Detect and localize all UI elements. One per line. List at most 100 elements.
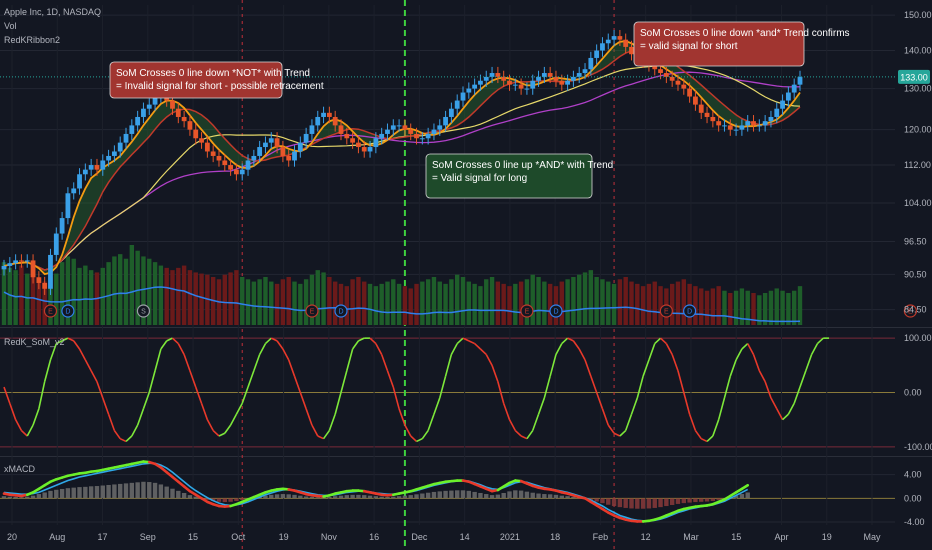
candle[interactable] bbox=[722, 119, 727, 132]
candle[interactable] bbox=[321, 106, 326, 124]
candle[interactable] bbox=[65, 187, 71, 225]
candle[interactable] bbox=[495, 66, 501, 84]
candle[interactable] bbox=[791, 78, 797, 99]
candle[interactable] bbox=[512, 78, 518, 91]
candle[interactable] bbox=[460, 86, 466, 107]
candle[interactable] bbox=[129, 119, 135, 141]
candle[interactable] bbox=[774, 102, 780, 124]
event-marker-E[interactable]: E bbox=[520, 304, 534, 318]
candle[interactable] bbox=[146, 98, 152, 115]
candle[interactable] bbox=[344, 127, 350, 145]
candle[interactable] bbox=[396, 119, 402, 132]
candle[interactable] bbox=[751, 115, 756, 132]
candle[interactable] bbox=[425, 127, 431, 145]
candle[interactable] bbox=[536, 70, 541, 87]
candle[interactable] bbox=[437, 119, 443, 136]
event-marker-D[interactable]: D bbox=[683, 304, 697, 318]
candle[interactable] bbox=[210, 145, 216, 163]
candle[interactable] bbox=[576, 66, 582, 84]
candle[interactable] bbox=[629, 40, 634, 61]
candle[interactable] bbox=[280, 140, 286, 163]
candle[interactable] bbox=[524, 82, 530, 95]
candle[interactable] bbox=[768, 110, 774, 128]
candle[interactable] bbox=[733, 123, 739, 136]
candle[interactable] bbox=[611, 29, 617, 46]
candle[interactable] bbox=[756, 119, 762, 132]
candle[interactable] bbox=[762, 115, 768, 132]
candle[interactable] bbox=[785, 86, 791, 107]
candle[interactable] bbox=[739, 119, 745, 136]
candle[interactable] bbox=[780, 94, 785, 115]
candle[interactable] bbox=[361, 140, 367, 158]
candle[interactable] bbox=[77, 168, 82, 195]
candle[interactable] bbox=[687, 82, 693, 103]
candle[interactable] bbox=[19, 254, 24, 268]
candle[interactable] bbox=[623, 33, 629, 54]
candle[interactable] bbox=[571, 70, 576, 87]
candle[interactable] bbox=[507, 74, 512, 91]
candle[interactable] bbox=[419, 132, 425, 145]
candle[interactable] bbox=[228, 158, 233, 176]
candle[interactable] bbox=[547, 66, 553, 84]
candle[interactable] bbox=[71, 182, 77, 200]
candle[interactable] bbox=[326, 106, 332, 124]
candle[interactable] bbox=[268, 132, 274, 149]
candle[interactable] bbox=[367, 140, 373, 158]
event-marker-E[interactable]: E bbox=[659, 304, 673, 318]
event-marker-D[interactable]: D bbox=[334, 304, 348, 318]
candle[interactable] bbox=[716, 115, 722, 132]
candle[interactable] bbox=[1, 259, 7, 276]
event-marker-S[interactable]: S bbox=[136, 304, 151, 318]
candle[interactable] bbox=[373, 132, 379, 154]
macd-panel[interactable] bbox=[1, 460, 750, 523]
candle[interactable] bbox=[13, 254, 19, 270]
candle[interactable] bbox=[483, 70, 489, 87]
candle[interactable] bbox=[141, 102, 146, 124]
som-panel[interactable] bbox=[3, 337, 830, 443]
candle[interactable] bbox=[454, 94, 460, 115]
candle[interactable] bbox=[530, 74, 536, 95]
event-marker-E[interactable]: E bbox=[43, 304, 58, 318]
candle[interactable] bbox=[448, 102, 454, 124]
candle[interactable] bbox=[309, 119, 315, 141]
candle[interactable] bbox=[274, 132, 280, 154]
candle[interactable] bbox=[123, 127, 129, 149]
event-marker-D[interactable]: D bbox=[549, 304, 563, 318]
candle[interactable] bbox=[7, 257, 13, 273]
candle[interactable] bbox=[338, 119, 344, 141]
candle[interactable] bbox=[42, 276, 48, 295]
event-marker-D[interactable]: D bbox=[61, 304, 75, 318]
candle[interactable] bbox=[286, 149, 292, 167]
candle[interactable] bbox=[24, 254, 30, 268]
candle[interactable] bbox=[245, 154, 251, 176]
candle[interactable] bbox=[350, 132, 356, 149]
candle[interactable] bbox=[414, 127, 419, 145]
candle[interactable] bbox=[669, 70, 675, 87]
candle[interactable] bbox=[100, 154, 106, 176]
candle[interactable] bbox=[53, 227, 59, 262]
candle[interactable] bbox=[292, 145, 297, 167]
candle[interactable] bbox=[106, 149, 111, 167]
candle[interactable] bbox=[216, 149, 222, 167]
candle[interactable] bbox=[175, 102, 181, 124]
candle[interactable] bbox=[222, 154, 228, 172]
candle[interactable] bbox=[553, 70, 559, 87]
candle[interactable] bbox=[797, 70, 803, 91]
candle[interactable] bbox=[501, 70, 507, 87]
candle[interactable] bbox=[117, 136, 123, 158]
candle[interactable] bbox=[315, 110, 321, 132]
candle[interactable] bbox=[36, 271, 42, 290]
candle[interactable] bbox=[257, 140, 263, 163]
candle[interactable] bbox=[472, 78, 478, 95]
candle[interactable] bbox=[297, 136, 303, 158]
candle[interactable] bbox=[681, 78, 687, 95]
candle[interactable] bbox=[594, 44, 600, 65]
candle[interactable] bbox=[193, 123, 199, 145]
candle[interactable] bbox=[332, 110, 338, 132]
candle[interactable] bbox=[385, 123, 390, 141]
candle[interactable] bbox=[234, 163, 239, 181]
candle[interactable] bbox=[239, 163, 245, 181]
candle[interactable] bbox=[489, 66, 495, 84]
candle[interactable] bbox=[605, 33, 611, 50]
candle[interactable] bbox=[88, 158, 94, 176]
